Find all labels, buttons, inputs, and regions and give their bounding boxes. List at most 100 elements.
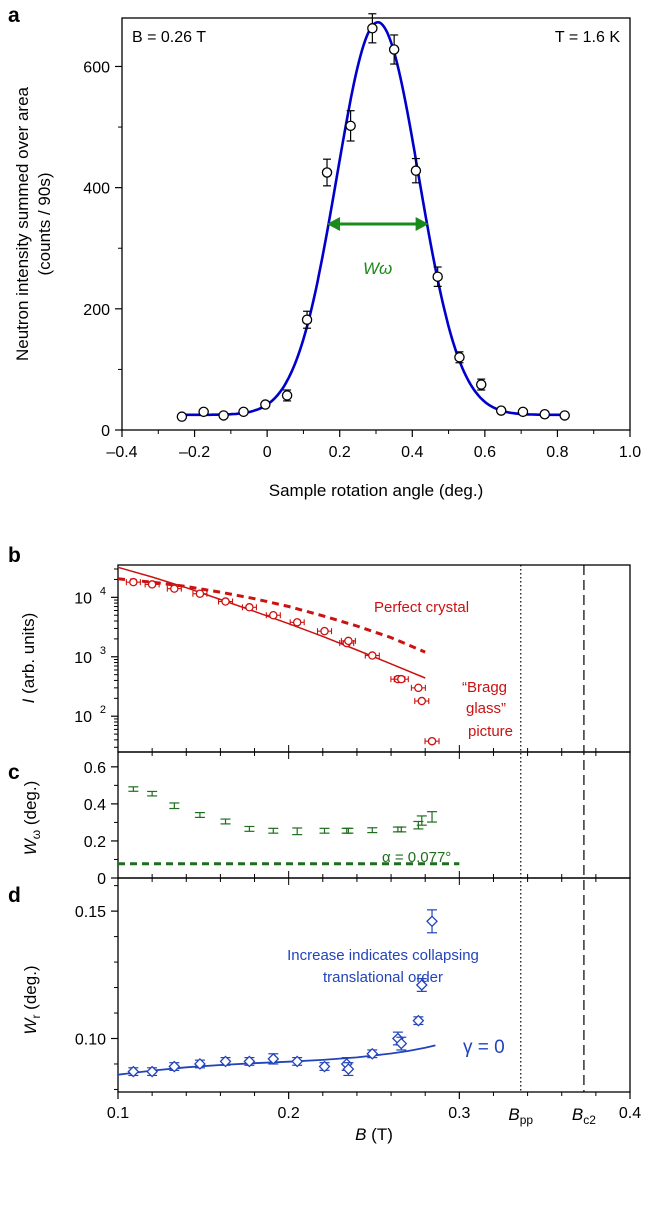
y-tick-label: 0.6	[84, 760, 106, 777]
data-point	[238, 406, 249, 418]
panel-a-axes: –0.4 –0.2 0 0.2 0.4 0.6 0.8 1.0 0 200 400 600	[83, 59, 641, 461]
panel-c: c 0 0.2 0.4 0.6 α = 0.077° Wω (deg.)	[8, 751, 631, 888]
b-pp-label: Bpp	[508, 1105, 533, 1127]
x-tick-label: 0.1	[107, 1105, 129, 1122]
data-point	[539, 408, 550, 420]
data-point	[281, 390, 293, 401]
data-point	[198, 406, 209, 418]
x-tick-label: 0.3	[448, 1105, 470, 1122]
y-tick-label: 0	[97, 871, 106, 888]
x-tick-label: 0.4	[619, 1105, 641, 1122]
data-point	[176, 411, 188, 422]
y-tick-exponent: 2	[100, 704, 106, 716]
data-point	[170, 584, 179, 593]
data-point	[260, 399, 271, 410]
y-tick-label: 0	[101, 423, 110, 440]
y-tick-label: 0.2	[84, 834, 106, 851]
x-tick-label: 0.2	[278, 1105, 300, 1122]
gamma-zero-curve	[117, 1044, 436, 1076]
data-point	[129, 577, 138, 587]
y-tick-label: 200	[83, 302, 110, 319]
data-point	[344, 636, 353, 646]
data-point	[366, 1047, 379, 1060]
panel-c-data-points	[128, 786, 438, 836]
data-point	[475, 379, 487, 390]
panel-c-y-axis-label: Wω (deg.)	[21, 781, 43, 856]
panel-b-axes: 10 2 10 3 10 4	[74, 568, 631, 752]
width-arrow-head-right	[415, 217, 429, 231]
data-point	[194, 1058, 206, 1070]
data-point	[432, 271, 443, 282]
data-point	[218, 410, 229, 421]
data-point	[245, 603, 254, 612]
panel-a-letter: a	[8, 4, 20, 27]
panel-b-data-points	[125, 577, 440, 746]
data-point	[454, 352, 465, 363]
data-point	[395, 1037, 408, 1050]
x-tick-label: 0	[263, 444, 272, 461]
x-tick-label: 0.2	[329, 444, 351, 461]
data-point	[219, 1055, 232, 1068]
data-point	[243, 1055, 256, 1068]
temperature-annotation: T = 1.6 K	[555, 29, 620, 46]
data-point	[221, 597, 230, 606]
panel-d-data-points	[127, 909, 438, 1078]
increase-annotation-line1: Increase indicates collapsing	[287, 947, 479, 964]
panel-d-y-axis-label: Wr (deg.)	[21, 965, 43, 1034]
data-point	[321, 167, 333, 178]
y-tick-label: 10	[74, 709, 92, 726]
panel-a-x-axis-label: Sample rotation angle (deg.)	[269, 481, 484, 500]
data-point	[291, 1055, 304, 1068]
width-label: Wω	[363, 259, 392, 278]
field-annotation: B = 0.26 T	[132, 29, 206, 46]
bragg-glass-label-line1: “Bragg	[462, 679, 507, 696]
bragg-glass-label-line3: picture	[468, 723, 513, 740]
width-arrow-head-left	[327, 217, 341, 231]
data-point	[168, 1060, 181, 1073]
data-point	[412, 1014, 425, 1027]
x-tick-label: 0.8	[546, 444, 568, 461]
data-point	[146, 1065, 159, 1078]
data-point	[410, 165, 422, 176]
panel-a-data-points	[176, 13, 570, 422]
y-tick-label: 400	[83, 181, 110, 198]
y-tick-label: 10	[74, 590, 92, 607]
b-c2-label: Bc2	[572, 1105, 596, 1127]
data-point	[147, 580, 157, 589]
y-tick-exponent: 4	[100, 585, 106, 597]
data-point	[559, 410, 570, 421]
panel-d-x-axis-label: B (T)	[355, 1125, 393, 1144]
data-point	[495, 405, 507, 416]
panel-d: d 0.10 0.15 0.1 0.2 0.3 0.4 Increase indicate…	[8, 877, 641, 1144]
y-tick-label: 0.10	[75, 1032, 106, 1049]
data-point	[269, 610, 278, 620]
y-tick-label: 0.15	[75, 904, 106, 921]
data-point	[414, 683, 423, 693]
panel-d-axes: 0.10 0.15 0.1 0.2 0.3 0.4	[75, 878, 641, 1122]
bragg-glass-label-line2: glass”	[466, 700, 506, 717]
bragg-glass-curve	[117, 566, 426, 679]
panel-a-y-axis-label-line1: Neutron intensity summed over area	[13, 86, 32, 361]
x-tick-label: 0.4	[401, 444, 423, 461]
panel-b-y-axis-label: I (arb. units)	[19, 613, 38, 704]
data-point	[267, 1052, 280, 1065]
panel-c-frame	[117, 751, 631, 879]
data-point	[415, 979, 428, 991]
data-point	[426, 915, 438, 928]
data-point	[417, 696, 427, 706]
x-tick-label: –0.4	[106, 444, 137, 461]
panel-c-letter: c	[8, 761, 20, 784]
panel-c-axes: 0 0.2 0.4 0.6	[84, 752, 631, 888]
y-tick-label: 10	[74, 650, 92, 667]
x-tick-label: 1.0	[619, 444, 641, 461]
panel-b-letter: b	[8, 544, 21, 567]
data-point	[345, 120, 356, 132]
data-point	[292, 618, 302, 627]
data-point	[427, 736, 437, 746]
panel-a-width-arrow	[327, 217, 429, 231]
panel-a-gaussian-fit-curve	[181, 20, 565, 417]
panel-d-frame	[117, 877, 631, 1093]
data-point	[127, 1065, 140, 1078]
data-point	[368, 651, 377, 660]
